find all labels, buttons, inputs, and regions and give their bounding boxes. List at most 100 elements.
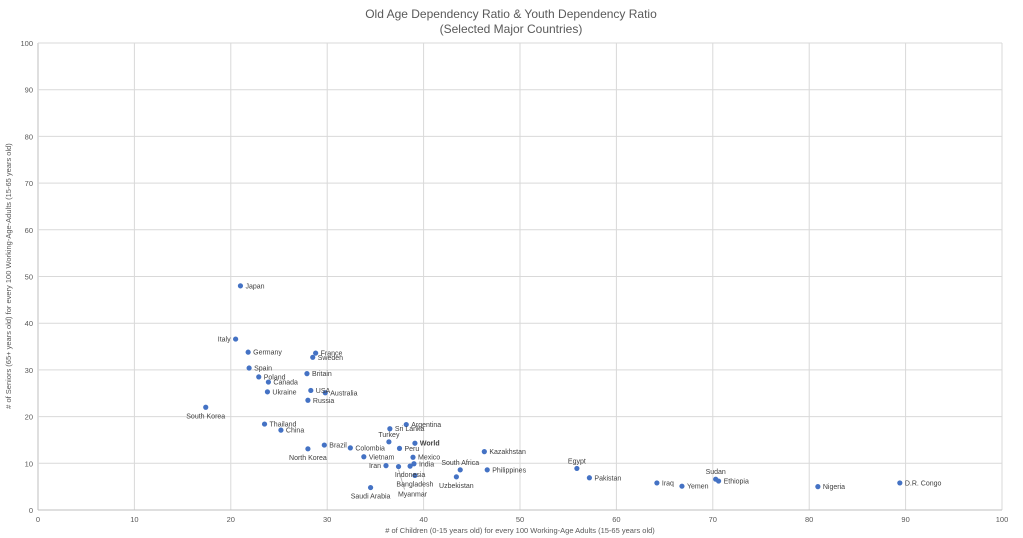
data-point	[361, 454, 367, 460]
x-tick-label: 70	[709, 515, 717, 524]
point-label: Kazakhstan	[489, 449, 526, 456]
point-label: Argentina	[411, 422, 441, 429]
x-tick-label: 0	[36, 515, 40, 524]
point-label: France	[321, 351, 343, 358]
data-point	[304, 371, 310, 377]
point-label: Colombia	[355, 445, 385, 452]
y-tick-label: 20	[25, 413, 33, 422]
data-point	[457, 467, 463, 473]
point-label: Sri Lanka	[395, 426, 425, 433]
x-tick-label: 100	[996, 515, 1009, 524]
point-label: Poland	[264, 374, 286, 381]
data-point	[403, 421, 409, 428]
y-tick-label: 90	[25, 86, 33, 95]
point-label: South Africa	[441, 460, 479, 467]
data-point	[412, 472, 418, 479]
y-tick-label: 70	[25, 179, 33, 188]
point-label: Egypt	[568, 458, 586, 465]
x-tick-label: 50	[516, 515, 524, 524]
data-point	[245, 349, 251, 355]
data-point	[815, 484, 821, 490]
point-label: Ethiopia	[724, 479, 749, 486]
y-tick-label: 10	[25, 459, 33, 468]
x-tick-label: 20	[227, 515, 235, 524]
point-label: Sweden	[318, 355, 343, 362]
point-label: Germany	[253, 350, 282, 357]
data-point	[407, 463, 413, 469]
data-point	[386, 439, 392, 445]
y-tick-label: 30	[25, 366, 33, 375]
data-point	[897, 480, 903, 486]
data-point	[305, 446, 311, 452]
data-point	[411, 461, 417, 467]
y-tick-label: 100	[20, 39, 33, 48]
data-point	[237, 283, 244, 289]
gridlines	[37, 42, 1003, 511]
data-point	[396, 445, 403, 451]
data-point	[264, 389, 271, 395]
x-tick-label: 90	[901, 515, 909, 524]
leader-line	[398, 469, 405, 490]
data-point	[574, 465, 580, 472]
point-label: Iran	[369, 463, 381, 470]
data-point	[367, 484, 374, 491]
point-label: Thailand	[270, 422, 297, 429]
point-label: Saudi Arabia	[351, 494, 391, 501]
point-label: Russia	[313, 398, 335, 405]
point-label: South Korea	[186, 413, 225, 420]
data-point	[278, 427, 284, 433]
point-label: Japan	[245, 283, 264, 290]
data-point	[395, 463, 402, 470]
point-label: Canada	[273, 380, 298, 387]
data-point	[347, 445, 353, 451]
x-axis-title: # of Children (0-15 years old) for every…	[385, 526, 655, 535]
leader-lines	[398, 469, 405, 490]
point-label: Australia	[330, 390, 357, 397]
data-point	[313, 350, 319, 356]
point-label: World	[420, 441, 440, 448]
chart-subtitle: (Selected Major Countries)	[440, 22, 583, 36]
point-label: Sudan	[706, 469, 726, 476]
point-label: Vietnam	[369, 454, 395, 461]
point-label: Brazil	[329, 443, 347, 450]
point-label: Ukraine	[272, 389, 296, 396]
data-point	[233, 336, 239, 342]
point-label: Peru	[405, 446, 420, 453]
point-label: Spain	[254, 366, 272, 373]
data-point	[261, 421, 268, 427]
point-label: Bangladesh	[396, 481, 433, 488]
data-point	[481, 449, 487, 455]
data-point	[586, 475, 593, 481]
y-tick-label: 60	[25, 226, 33, 235]
data-point	[322, 390, 328, 396]
point-label: Nigeria	[823, 484, 845, 491]
data-point	[715, 478, 722, 484]
data-point	[246, 365, 252, 371]
y-tick-label: 40	[25, 319, 33, 328]
data-point	[387, 426, 393, 432]
data-point	[308, 387, 314, 394]
data-point	[265, 379, 271, 385]
point-label: North Korea	[289, 455, 327, 462]
point-label: Italy	[218, 337, 231, 344]
point-label: Turkey	[378, 432, 400, 439]
point-label: Pakistan	[594, 475, 621, 482]
point-label: D.R. Congo	[905, 480, 942, 487]
data-point	[310, 354, 316, 360]
x-tick-label: 40	[419, 515, 427, 524]
chart-title: Old Age Dependency Ratio & Youth Depende…	[365, 7, 657, 21]
data-point	[305, 397, 311, 403]
data-point	[453, 474, 459, 480]
point-label: Myanmar	[398, 492, 428, 499]
y-tick-label: 50	[25, 273, 33, 282]
point-label: Iraq	[662, 480, 674, 487]
point-label: Indonesia	[395, 472, 425, 479]
data-point	[412, 440, 418, 446]
data-points	[203, 283, 903, 491]
data-point	[410, 454, 416, 460]
point-label: India	[419, 461, 434, 468]
axis-ticks: 0 10 20 30 40 50 60 70 80 90 100 0 10 20 30 40 50 60 70 80 9…	[20, 39, 1008, 524]
point-label: Mexico	[418, 455, 440, 462]
